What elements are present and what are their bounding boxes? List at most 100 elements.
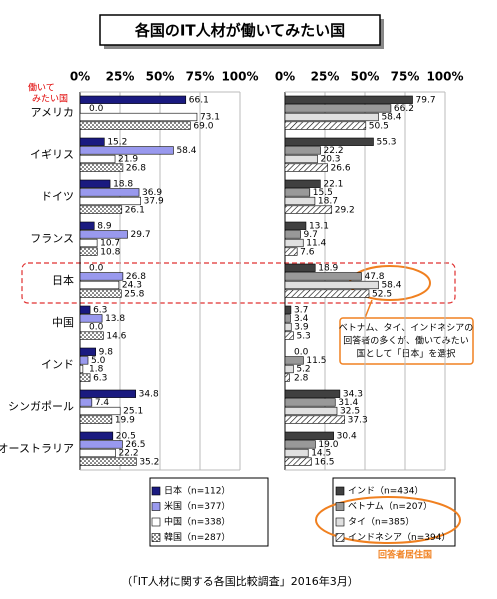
- value-label: 22.2: [324, 146, 344, 156]
- bar: [284, 146, 321, 155]
- bar: [79, 196, 141, 206]
- bar: [79, 112, 198, 122]
- value-label: 25.8: [124, 289, 144, 299]
- x-tick-label: 50%: [351, 70, 380, 84]
- callout-text: ベトナム、タイ、インドネシアの: [339, 323, 474, 334]
- bar: [284, 272, 362, 281]
- value-label: 34.3: [343, 390, 363, 400]
- bar: [79, 163, 124, 172]
- value-label: 16.5: [314, 457, 334, 467]
- value-label: 0.0: [89, 104, 104, 114]
- category-label: シンガポール: [8, 400, 74, 413]
- x-tick-label: 0%: [70, 70, 90, 84]
- value-label: 5.3: [296, 331, 310, 341]
- bar: [79, 373, 91, 382]
- bar: [79, 389, 136, 398]
- title-box: [99, 14, 381, 46]
- value-label: 50.5: [369, 121, 389, 131]
- value-label: 10.7: [100, 239, 120, 249]
- value-label: 6.3: [93, 306, 107, 316]
- value-label: 8.9: [97, 222, 112, 232]
- value-label: 18.7: [318, 197, 338, 207]
- value-label: 5.0: [91, 356, 106, 366]
- bar: [284, 163, 328, 172]
- bar: [284, 221, 307, 230]
- value-label: 55.3: [376, 138, 396, 148]
- value-label: 66.1: [189, 96, 209, 106]
- bar: [284, 289, 370, 298]
- callout-text: 国として「日本」を選択: [357, 348, 456, 360]
- bar: [284, 104, 392, 113]
- legend-label: 中国（n=338）: [164, 516, 230, 528]
- legend-ellipse: [315, 496, 461, 544]
- bar: [79, 356, 89, 365]
- value-label: 18.8: [113, 180, 133, 190]
- value-label: 58.4: [381, 113, 401, 123]
- bar: [79, 431, 114, 440]
- value-label: 0.0: [89, 264, 104, 274]
- bar: [79, 289, 122, 298]
- value-label: 25.1: [123, 407, 143, 417]
- value-label: 26.1: [125, 205, 145, 215]
- axis-header: みたい国: [32, 94, 68, 105]
- bar: [284, 112, 379, 122]
- value-label: 7.6: [300, 247, 315, 257]
- value-label: 73.1: [200, 113, 220, 123]
- value-label: 52.5: [372, 289, 392, 299]
- value-label: 18.9: [318, 264, 338, 274]
- bar: [284, 205, 333, 214]
- bar: [79, 205, 123, 214]
- bar: [284, 448, 309, 458]
- value-label: 15.2: [107, 138, 127, 148]
- legend-swatch: [151, 533, 161, 542]
- value-label: 14.5: [311, 449, 331, 459]
- bar: [284, 406, 338, 416]
- callout-pointer: [364, 299, 373, 319]
- source: （「IT人材に関する各国比較調査」2016年3月）: [121, 574, 358, 588]
- bar: [79, 188, 140, 197]
- bar: [79, 230, 128, 239]
- bar: [79, 238, 98, 248]
- value-label: 15.5: [313, 188, 333, 198]
- value-label: 19.0: [318, 440, 338, 450]
- legend-box: [149, 477, 269, 547]
- value-label: 26.8: [126, 272, 146, 282]
- legend-label: インド（n=434）: [348, 486, 423, 497]
- value-label: 10.8: [100, 247, 120, 257]
- legend-swatch: [335, 502, 345, 511]
- bar: [79, 280, 120, 290]
- bar: [284, 457, 312, 466]
- bar: [284, 238, 304, 248]
- bar: [284, 95, 413, 104]
- value-label: 5.2: [296, 365, 310, 375]
- value-label: 79.7: [416, 96, 436, 106]
- legend-swatch: [151, 486, 161, 496]
- x-tick-label: 75%: [186, 70, 215, 84]
- category-label: アメリカ: [31, 106, 74, 119]
- bar: [284, 137, 374, 146]
- bar: [79, 314, 103, 323]
- bar: [284, 331, 294, 340]
- value-label: 29.2: [335, 205, 355, 215]
- value-label: 0.0: [294, 348, 309, 358]
- value-label: 9.7: [304, 230, 318, 240]
- x-tick-label: 100%: [426, 70, 463, 84]
- bar: [284, 154, 318, 164]
- category-label: 日本: [52, 273, 74, 287]
- category-label: フランス: [30, 232, 74, 245]
- value-label: 3.7: [294, 306, 308, 316]
- value-label: 13.1: [309, 222, 329, 232]
- value-label: 26.8: [126, 163, 146, 173]
- bar: [79, 364, 84, 374]
- value-label: 21.9: [118, 155, 138, 165]
- value-label: 20.5: [116, 432, 136, 442]
- value-label: 37.3: [348, 415, 368, 425]
- category-label: 中国: [52, 316, 74, 329]
- bar: [79, 272, 124, 281]
- bar: [284, 230, 301, 239]
- bar: [284, 196, 316, 206]
- bar: [284, 247, 298, 256]
- bar: [79, 440, 123, 449]
- bar: [284, 121, 367, 130]
